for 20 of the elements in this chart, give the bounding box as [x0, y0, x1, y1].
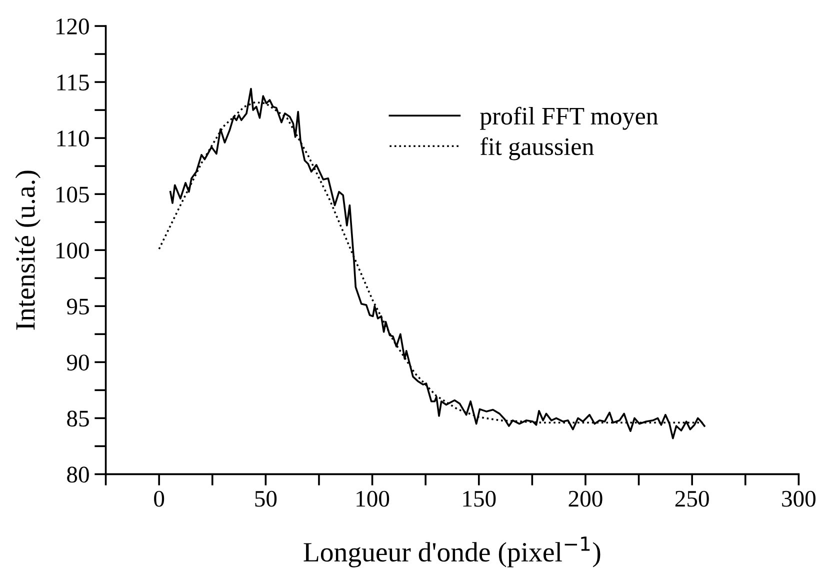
y-axis-title: Intensité (u.a.): [15, 170, 40, 330]
y-tick-label: 90: [66, 354, 89, 371]
x-axis-title: Longueur d'onde (pixel$^{−1}$): [304, 536, 600, 568]
x-tick-label: 300: [782, 490, 816, 507]
y-tick-label: 95: [66, 298, 89, 315]
legend-label: profil FFT moyen: [480, 106, 658, 130]
x-tick-label: 250: [675, 490, 709, 507]
x-tick-label: 50: [255, 490, 277, 507]
y-tick-label: 100: [56, 242, 89, 259]
y-tick-label: 85: [67, 410, 89, 427]
y-tick-label: 115: [57, 74, 89, 90]
legend-label: fit gaussien: [480, 137, 594, 160]
y-tick-label: 105: [56, 186, 89, 203]
y-tick-label: 80: [67, 466, 89, 483]
y-tick-label: 120: [56, 18, 89, 34]
x-tick-label: 200: [568, 490, 602, 507]
x-tick-label: 150: [463, 490, 496, 507]
y-tick-label: 110: [57, 130, 89, 146]
x-tick-label: 100: [356, 490, 390, 507]
x-tick-label: 0: [154, 490, 164, 507]
